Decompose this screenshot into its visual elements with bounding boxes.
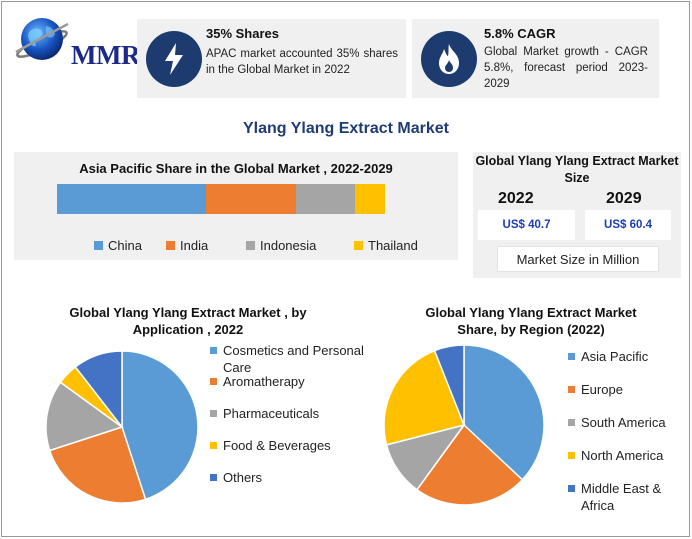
bar-segment-india	[206, 184, 296, 214]
apac-share-card: 35% Shares APAC market accounted 35% sha…	[137, 19, 406, 98]
value-2029: US$ 60.4	[585, 210, 671, 240]
legend-swatch	[166, 241, 175, 250]
legend-label: Food & Beverages	[223, 438, 331, 453]
chart-title: Asia Pacific Share in the Global Market …	[79, 161, 393, 176]
pie-slice-aromatherapy	[48, 426, 147, 504]
card-body: APAC market accounted 35% shares in the …	[206, 48, 398, 76]
bar-segment-china	[57, 184, 207, 214]
legend-swatch	[568, 353, 575, 360]
logo-text: MMR	[71, 40, 140, 70]
legend-label: Thailand	[368, 238, 418, 253]
legend-item-middle-east-africa: Middle East & Africa	[568, 480, 686, 514]
legend-label: North America	[581, 448, 664, 463]
pie-slice-others	[74, 350, 123, 430]
legend-swatch	[210, 442, 217, 449]
legend-swatch	[210, 378, 217, 385]
legend-swatch	[568, 485, 575, 492]
page-title: Ylang Ylang Extract Market	[243, 120, 449, 137]
pie-slice-europe	[415, 423, 524, 506]
region-pie-title: Global Ylang Ylang Extract Market Share,…	[425, 305, 637, 337]
application-pie-chart	[45, 350, 199, 504]
legend-label: Middle East & Africa	[581, 481, 662, 513]
pie-slice-cosmetics-and-personal-care	[121, 350, 199, 501]
application-pie-title: Global Ylang Ylang Extract Market , by A…	[69, 305, 307, 337]
pie-slice-pharmaceuticals	[45, 381, 124, 452]
legend-item-indonesia: Indonesia	[246, 238, 316, 253]
legend-swatch	[210, 474, 217, 481]
legend-item-asia-pacific: Asia Pacific	[568, 348, 686, 365]
asia-pacific-share-chart: Asia Pacific Share in the Global Market …	[14, 152, 458, 260]
legend-item-aromatherapy: Aromatherapy	[210, 373, 370, 390]
legend-label: Cosmetics and Personal Care	[223, 343, 364, 375]
legend-swatch	[210, 347, 217, 354]
card-title: 35% Shares	[206, 26, 279, 41]
year-label-2029: 2029	[606, 190, 642, 207]
legend-label: Indonesia	[260, 238, 317, 253]
legend-item-north-america: North America	[568, 447, 686, 464]
legend-swatch	[568, 452, 575, 459]
legend-swatch	[568, 386, 575, 393]
card-body: Global Market growth - CAGR 5.8%, foreca…	[484, 46, 648, 90]
card-title: 5.8% CAGR	[484, 26, 556, 41]
legend-label: Aromatherapy	[223, 374, 305, 389]
pie-slice-middle-east-africa	[433, 344, 465, 426]
legend-label: South America	[581, 415, 666, 430]
legend-label: Others	[223, 470, 263, 485]
legend-label: Europe	[581, 382, 623, 397]
unit-label: Market Size in Million	[497, 246, 659, 272]
legend-item-pharmaceuticals: Pharmaceuticals	[210, 405, 370, 422]
bar-segment-indonesia	[295, 184, 356, 214]
legend-label: China	[108, 238, 142, 253]
legend-item-india: India	[166, 238, 208, 253]
legend-item-china: China	[94, 238, 142, 253]
legend-swatch	[354, 241, 363, 250]
bar-segment-thailand	[355, 184, 385, 214]
legend-item-europe: Europe	[568, 381, 686, 398]
legend-item-south-america: South America	[568, 414, 686, 431]
legend-label: Pharmaceuticals	[223, 406, 320, 421]
pie-slice-north-america	[383, 349, 466, 446]
legend-swatch	[568, 419, 575, 426]
legend-swatch	[210, 410, 217, 417]
legend-label: India	[180, 238, 209, 253]
legend-label: Asia Pacific	[581, 349, 649, 364]
legend-item-others: Others	[210, 469, 370, 486]
legend-item-cosmetics-and-personal-care: Cosmetics and Personal Care	[210, 342, 370, 376]
legend-swatch	[94, 241, 103, 250]
legend-item-thailand: Thailand	[354, 238, 418, 253]
cagr-card: 5.8% CAGR Global Market growth - CAGR 5.…	[412, 19, 659, 98]
value-2022: US$ 40.7	[478, 210, 575, 240]
legend-swatch	[246, 241, 255, 250]
flame-icon	[421, 31, 477, 87]
lightning-icon	[146, 31, 202, 87]
pie-slice-asia-pacific	[463, 344, 545, 481]
mmr-logo: MMR	[12, 12, 140, 72]
year-label-2022: 2022	[498, 190, 534, 207]
stacked-bar	[57, 184, 385, 214]
globe-icon	[15, 18, 69, 60]
market-size-title: Global Ylang Ylang Extract Market Size	[475, 154, 679, 185]
legend-item-food-beverages: Food & Beverages	[210, 437, 370, 454]
market-size-panel: Global Ylang Ylang Extract Market Size 2…	[473, 152, 681, 278]
region-pie-chart	[383, 344, 545, 506]
